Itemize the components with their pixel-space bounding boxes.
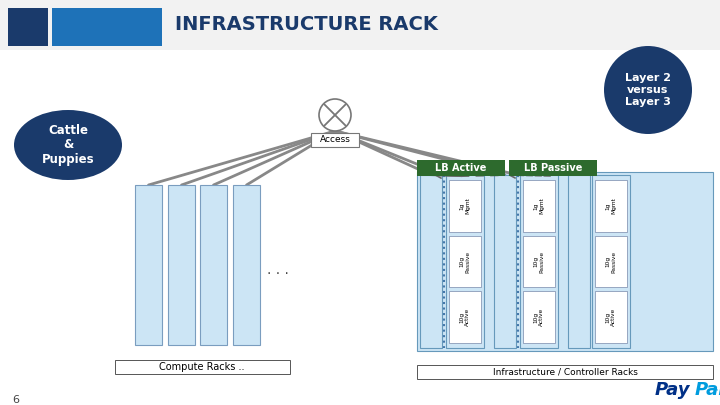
Text: 10g
Active: 10g Active [459, 308, 470, 326]
Bar [595, 180, 627, 232]
Text: Cattle
&
Puppies: Cattle & Puppies [42, 124, 94, 166]
Text: Compute Racks ..: Compute Racks .. [159, 362, 245, 372]
Bar [595, 236, 627, 287]
Bar [449, 180, 481, 232]
Text: LB Active: LB Active [436, 163, 487, 173]
Bar [417, 160, 505, 176]
Text: 10g
Passive: 10g Passive [534, 250, 544, 273]
Text: LB Passive: LB Passive [524, 163, 582, 173]
Bar [8, 8, 48, 46]
Text: INFRASTRUCTURE RACK: INFRASTRUCTURE RACK [175, 15, 438, 34]
Bar [523, 180, 555, 232]
Bar [233, 185, 260, 345]
Bar [494, 175, 516, 348]
Bar [449, 236, 481, 287]
Text: 10g
Passive: 10g Passive [606, 250, 616, 273]
Bar [446, 175, 484, 348]
Bar [200, 185, 227, 345]
Circle shape [604, 46, 692, 134]
Text: 10g
Passive: 10g Passive [459, 250, 470, 273]
Bar [568, 175, 590, 348]
Bar [523, 291, 555, 343]
Text: Pal: Pal [695, 381, 720, 399]
Bar [168, 185, 195, 345]
Ellipse shape [14, 110, 122, 180]
Bar [0, 0, 720, 50]
Text: Pay: Pay [654, 381, 690, 399]
Text: 1g
Mgmt: 1g Mgmt [459, 197, 470, 214]
Bar [52, 8, 162, 46]
Bar [595, 291, 627, 343]
Bar [115, 360, 290, 374]
Text: ™: ™ [712, 388, 719, 394]
Bar [449, 291, 481, 343]
Text: Access: Access [320, 136, 351, 145]
Text: 1g
Mgmt: 1g Mgmt [534, 197, 544, 214]
Text: Infrastructure / Controller Racks: Infrastructure / Controller Racks [492, 367, 637, 377]
Text: 1g
Mgmt: 1g Mgmt [606, 197, 616, 214]
Bar [417, 365, 713, 379]
Bar [523, 236, 555, 287]
Bar [520, 175, 558, 348]
Bar [135, 185, 162, 345]
Bar [509, 160, 597, 176]
Bar [592, 175, 630, 348]
Text: 6: 6 [12, 395, 19, 405]
Text: 10g
Active: 10g Active [534, 308, 544, 326]
Bar [311, 133, 359, 147]
Text: 10g
Active: 10g Active [606, 308, 616, 326]
Bar [417, 172, 713, 351]
Bar [420, 175, 442, 348]
Circle shape [319, 99, 351, 131]
Text: . . .: . . . [267, 263, 289, 277]
Text: Layer 2
versus
Layer 3: Layer 2 versus Layer 3 [625, 73, 671, 107]
